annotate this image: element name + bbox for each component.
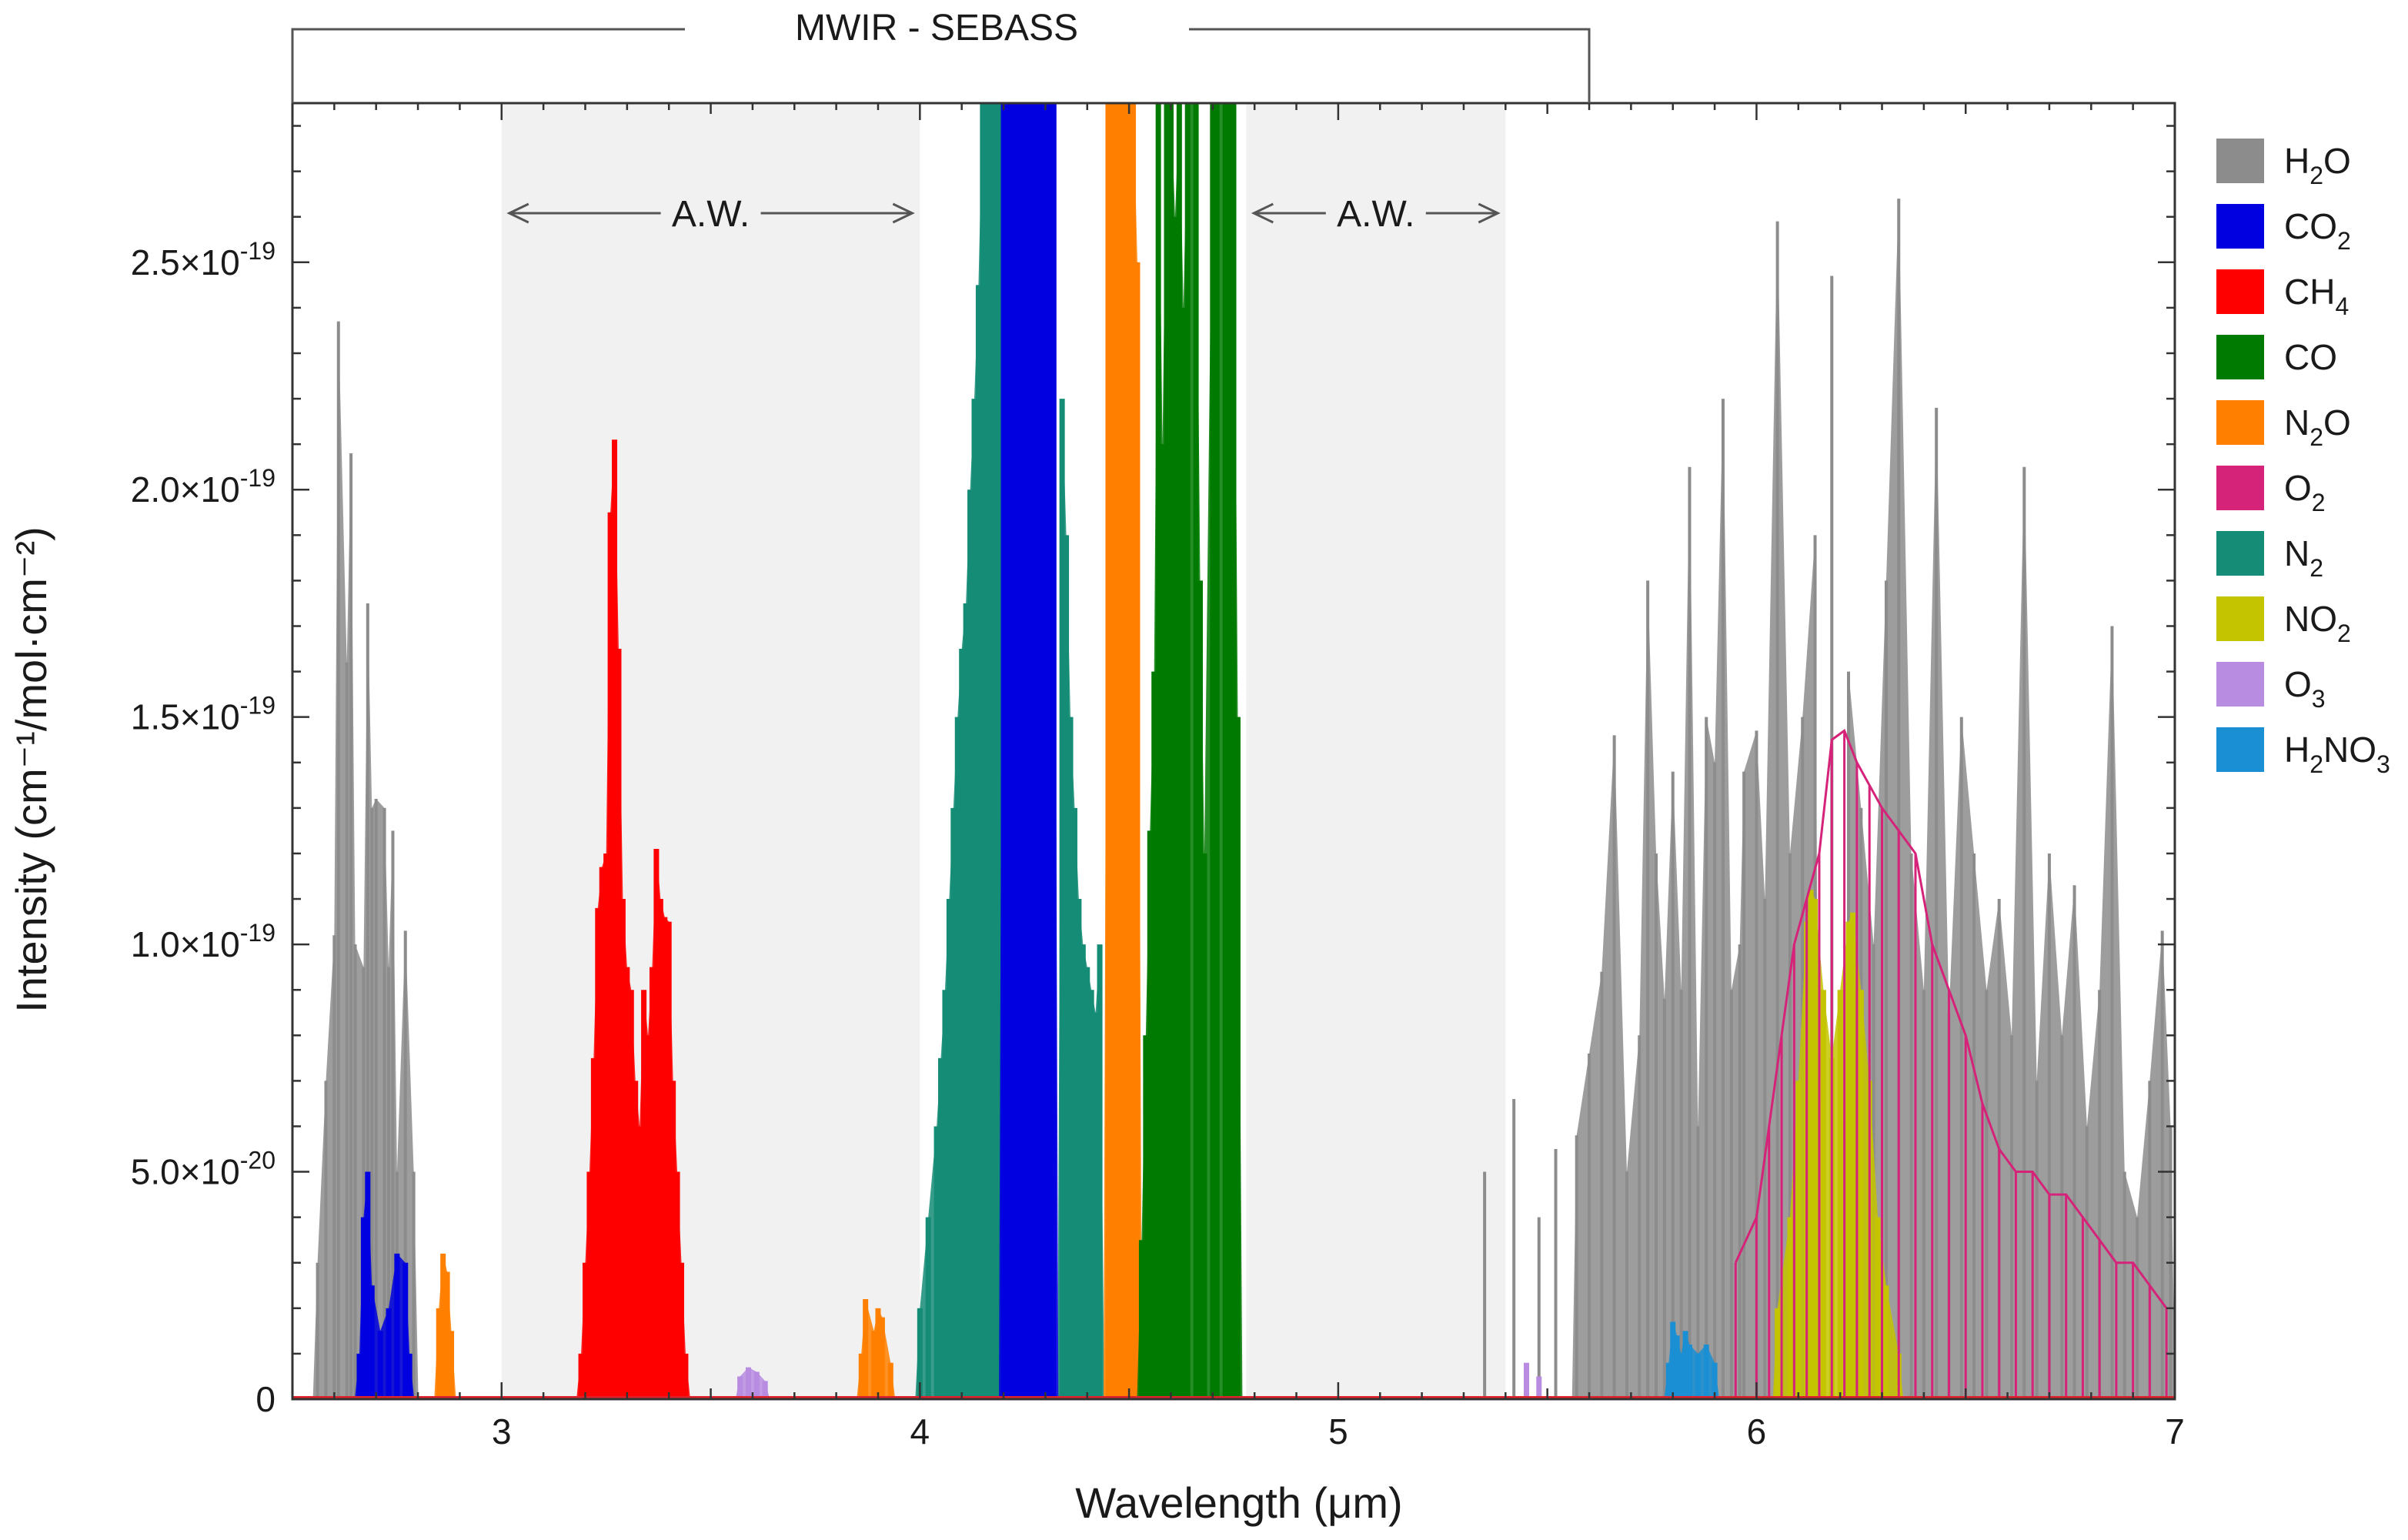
absorption-window-label-1: A.W. bbox=[672, 194, 750, 235]
absorption-window-label-2: A.W. bbox=[1337, 194, 1414, 235]
x-tick-label: 5 bbox=[1328, 1411, 1348, 1451]
legend-swatch bbox=[2216, 139, 2264, 183]
legend-swatch bbox=[2216, 204, 2264, 249]
arrowhead-left bbox=[1251, 202, 1274, 224]
tick-layer: 3 4 5 6 705.0×10-201.0×10-191.5×10-192.0×10-… bbox=[131, 103, 2185, 1451]
series-O2 bbox=[1734, 729, 2168, 1399]
bracket-right-arm bbox=[1189, 28, 1591, 103]
series-CO2 bbox=[354, 103, 1059, 1399]
series-layer bbox=[292, 103, 2175, 1399]
x-tick-label: 6 bbox=[1747, 1411, 1767, 1451]
absorption-window-2 bbox=[1246, 103, 1506, 1399]
legend-swatch bbox=[2216, 662, 2264, 707]
legend-swatch bbox=[2216, 727, 2264, 772]
legend-swatch bbox=[2216, 269, 2264, 314]
x-tick-label: 7 bbox=[2165, 1411, 2185, 1451]
arrowhead-right bbox=[1478, 202, 1501, 224]
mwir-sebass-bracket: MWIR - SEBASS bbox=[291, 8, 1591, 103]
arrowhead-right bbox=[892, 202, 915, 224]
series-N2 bbox=[915, 103, 1105, 1399]
x-tick-label: 3 bbox=[492, 1411, 512, 1451]
bracket-left-arm bbox=[291, 28, 685, 103]
absorption-window-1 bbox=[501, 103, 920, 1399]
series-O3-band-1 bbox=[735, 1367, 770, 1399]
legend-item-CO: CO bbox=[2216, 335, 2337, 379]
y-tick-label: 0 bbox=[255, 1379, 276, 1419]
legend-item-N2: N2 bbox=[2216, 531, 2323, 582]
absorption-window-layer: A.W. A.W. bbox=[501, 103, 1506, 1399]
legend-swatch bbox=[2216, 400, 2264, 445]
series-N2O bbox=[434, 103, 1142, 1399]
y-tick-label: 2.0×10-19 bbox=[131, 464, 276, 509]
legend-swatch bbox=[2216, 466, 2264, 510]
legend-swatch bbox=[2216, 531, 2264, 576]
series-CO bbox=[1137, 103, 1243, 1399]
arrowhead-left bbox=[506, 202, 529, 224]
plot-area-frame bbox=[291, 102, 2176, 1401]
bracket-label: MWIR - SEBASS bbox=[795, 8, 1078, 48]
y-axis-title: Intensity (cm⁻¹/mol·cm⁻²) bbox=[7, 526, 55, 1013]
series-CH4 bbox=[576, 439, 690, 1399]
x-axis-title: Wavelength (μm) bbox=[1075, 1478, 1402, 1527]
series-H2O-band-8 bbox=[1844, 199, 2175, 1399]
series-H2NO3 bbox=[1664, 1321, 1720, 1399]
x-tick-label: 4 bbox=[910, 1411, 930, 1451]
legend-swatch bbox=[2216, 596, 2264, 641]
legend-swatch bbox=[2216, 335, 2264, 379]
y-tick-label: 2.5×10-19 bbox=[131, 237, 276, 282]
legend-label: CO bbox=[2284, 337, 2337, 377]
